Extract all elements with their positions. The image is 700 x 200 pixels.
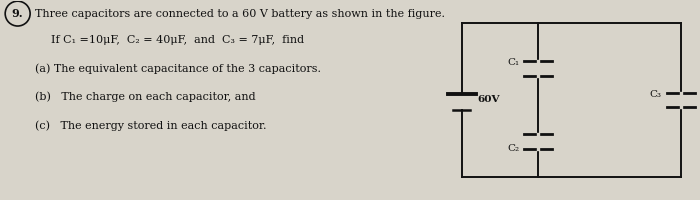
Text: (a) The equivalent capacitance of the 3 capacitors.: (a) The equivalent capacitance of the 3 … [34,63,321,74]
Text: If C₁ =10μF,  C₂ = 40μF,  and  C₃ = 7μF,  find: If C₁ =10μF, C₂ = 40μF, and C₃ = 7μF, fi… [50,35,304,45]
Text: Three capacitors are connected to a 60 V battery as shown in the figure.: Three capacitors are connected to a 60 V… [34,9,444,19]
Text: C₁: C₁ [508,58,519,67]
Text: (c)   The energy stored in each capacitor.: (c) The energy stored in each capacitor. [34,121,266,131]
Text: 9.: 9. [12,8,24,19]
Text: C₂: C₂ [508,144,519,153]
Text: 60V: 60V [477,95,500,104]
Text: C₃: C₃ [650,90,662,99]
Text: (b)   The charge on each capacitor, and: (b) The charge on each capacitor, and [34,92,256,102]
